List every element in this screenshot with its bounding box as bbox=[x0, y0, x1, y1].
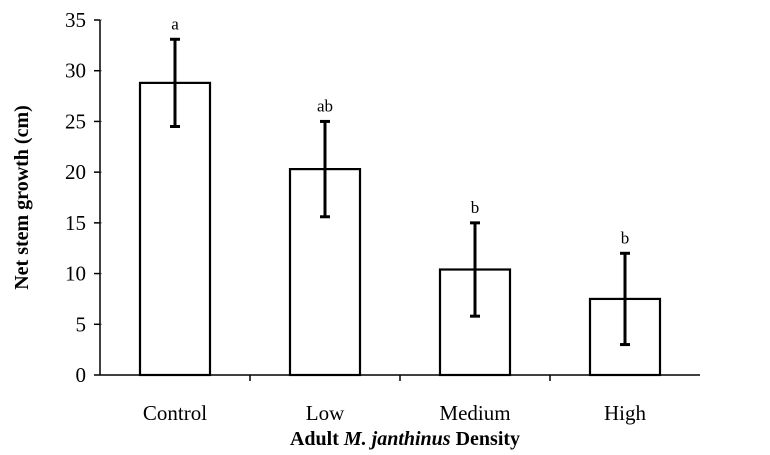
error-bars bbox=[170, 37, 630, 347]
x-tick-label: Medium bbox=[439, 401, 510, 425]
bar-control bbox=[138, 81, 212, 377]
y-tick-label: 20 bbox=[65, 160, 86, 184]
significance-label: b bbox=[471, 198, 480, 217]
bars bbox=[138, 81, 662, 377]
x-tick-label: Low bbox=[306, 401, 345, 425]
x-tick-label: High bbox=[604, 401, 647, 425]
significance-labels: a ab b b bbox=[171, 14, 629, 247]
error-bar-control bbox=[170, 37, 180, 128]
y-tick-label: 5 bbox=[76, 312, 87, 336]
significance-label: a bbox=[171, 14, 179, 33]
error-bar-medium bbox=[470, 221, 480, 318]
y-tick-label: 15 bbox=[65, 211, 86, 235]
y-axis-title: Net stem growth (cm) bbox=[11, 105, 33, 290]
x-axis-title: Adult M. janthinus Density bbox=[290, 428, 520, 450]
y-tick-label: 25 bbox=[65, 109, 86, 133]
x-tick-label: Control bbox=[143, 401, 207, 425]
x-axis-title-part: M. janthinus bbox=[343, 428, 451, 450]
y-tick-label: 35 bbox=[65, 8, 86, 32]
x-axis-title-part: Density bbox=[451, 428, 520, 450]
x-axis-title-part: Adult bbox=[290, 428, 344, 450]
y-tick-label: 0 bbox=[76, 363, 87, 387]
y-tick-label: 10 bbox=[65, 262, 86, 286]
error-bar-low bbox=[320, 119, 330, 219]
significance-label: b bbox=[621, 228, 630, 247]
significance-label: ab bbox=[317, 96, 333, 115]
y-tick-labels: 0 5 10 15 20 25 30 35 bbox=[65, 8, 100, 387]
x-tick-labels: Control Low Medium High bbox=[143, 375, 647, 425]
y-tick-label: 30 bbox=[65, 59, 86, 83]
error-bar-high bbox=[620, 251, 630, 347]
